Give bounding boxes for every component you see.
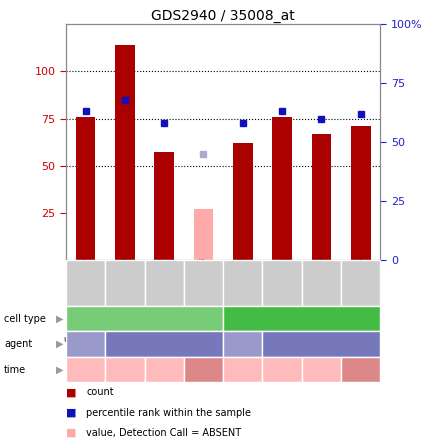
Bar bbox=[351, 126, 371, 260]
Text: ■: ■ bbox=[66, 428, 76, 438]
Text: GSM116324: GSM116324 bbox=[278, 257, 286, 303]
Text: untreated
ted: untreated ted bbox=[63, 335, 108, 353]
Text: GSM116316: GSM116316 bbox=[120, 257, 129, 303]
Text: hematopoietic progenitor cell: hematopoietic progenitor cell bbox=[72, 313, 217, 324]
Text: 36 h: 36 h bbox=[351, 365, 371, 374]
Text: 16 h: 16 h bbox=[193, 365, 213, 374]
Text: ▶: ▶ bbox=[56, 339, 64, 349]
Text: ■: ■ bbox=[66, 387, 76, 397]
Text: value, Detection Call = ABSENT: value, Detection Call = ABSENT bbox=[86, 428, 241, 438]
Text: GSM116315: GSM116315 bbox=[81, 257, 90, 303]
Text: TGF-beta1: TGF-beta1 bbox=[298, 340, 345, 349]
Text: GSM116317: GSM116317 bbox=[160, 257, 169, 303]
Text: 2 h: 2 h bbox=[118, 365, 132, 374]
Bar bbox=[154, 152, 174, 260]
Bar bbox=[233, 143, 252, 260]
Text: 4 h: 4 h bbox=[157, 365, 171, 374]
Title: GDS2940 / 35008_at: GDS2940 / 35008_at bbox=[151, 9, 295, 24]
Text: control: control bbox=[70, 365, 101, 374]
Text: count: count bbox=[86, 387, 114, 397]
Text: time: time bbox=[4, 365, 26, 375]
Text: GSM116323: GSM116323 bbox=[238, 257, 247, 303]
Text: percentile rank within the sample: percentile rank within the sample bbox=[86, 408, 251, 418]
Text: cell type: cell type bbox=[4, 313, 46, 324]
Text: ■: ■ bbox=[66, 408, 76, 418]
Text: agent: agent bbox=[4, 339, 32, 349]
Bar bbox=[76, 117, 95, 260]
Text: GSM116326: GSM116326 bbox=[356, 257, 365, 303]
Text: untreat
ed: untreat ed bbox=[226, 335, 260, 353]
Bar bbox=[312, 134, 331, 260]
Text: ▶: ▶ bbox=[56, 365, 64, 375]
Text: GSM116325: GSM116325 bbox=[317, 257, 326, 303]
Bar bbox=[272, 117, 292, 260]
Text: dendritic cell: dendritic cell bbox=[270, 313, 333, 324]
Text: GSM116318: GSM116318 bbox=[199, 257, 208, 303]
Text: TGF-beta1: TGF-beta1 bbox=[141, 340, 188, 349]
Text: 4 h: 4 h bbox=[275, 365, 289, 374]
Text: 16 h: 16 h bbox=[312, 365, 332, 374]
Bar bbox=[115, 45, 135, 260]
Bar bbox=[194, 209, 213, 260]
Text: control: control bbox=[227, 365, 258, 374]
Text: ▶: ▶ bbox=[56, 313, 64, 324]
